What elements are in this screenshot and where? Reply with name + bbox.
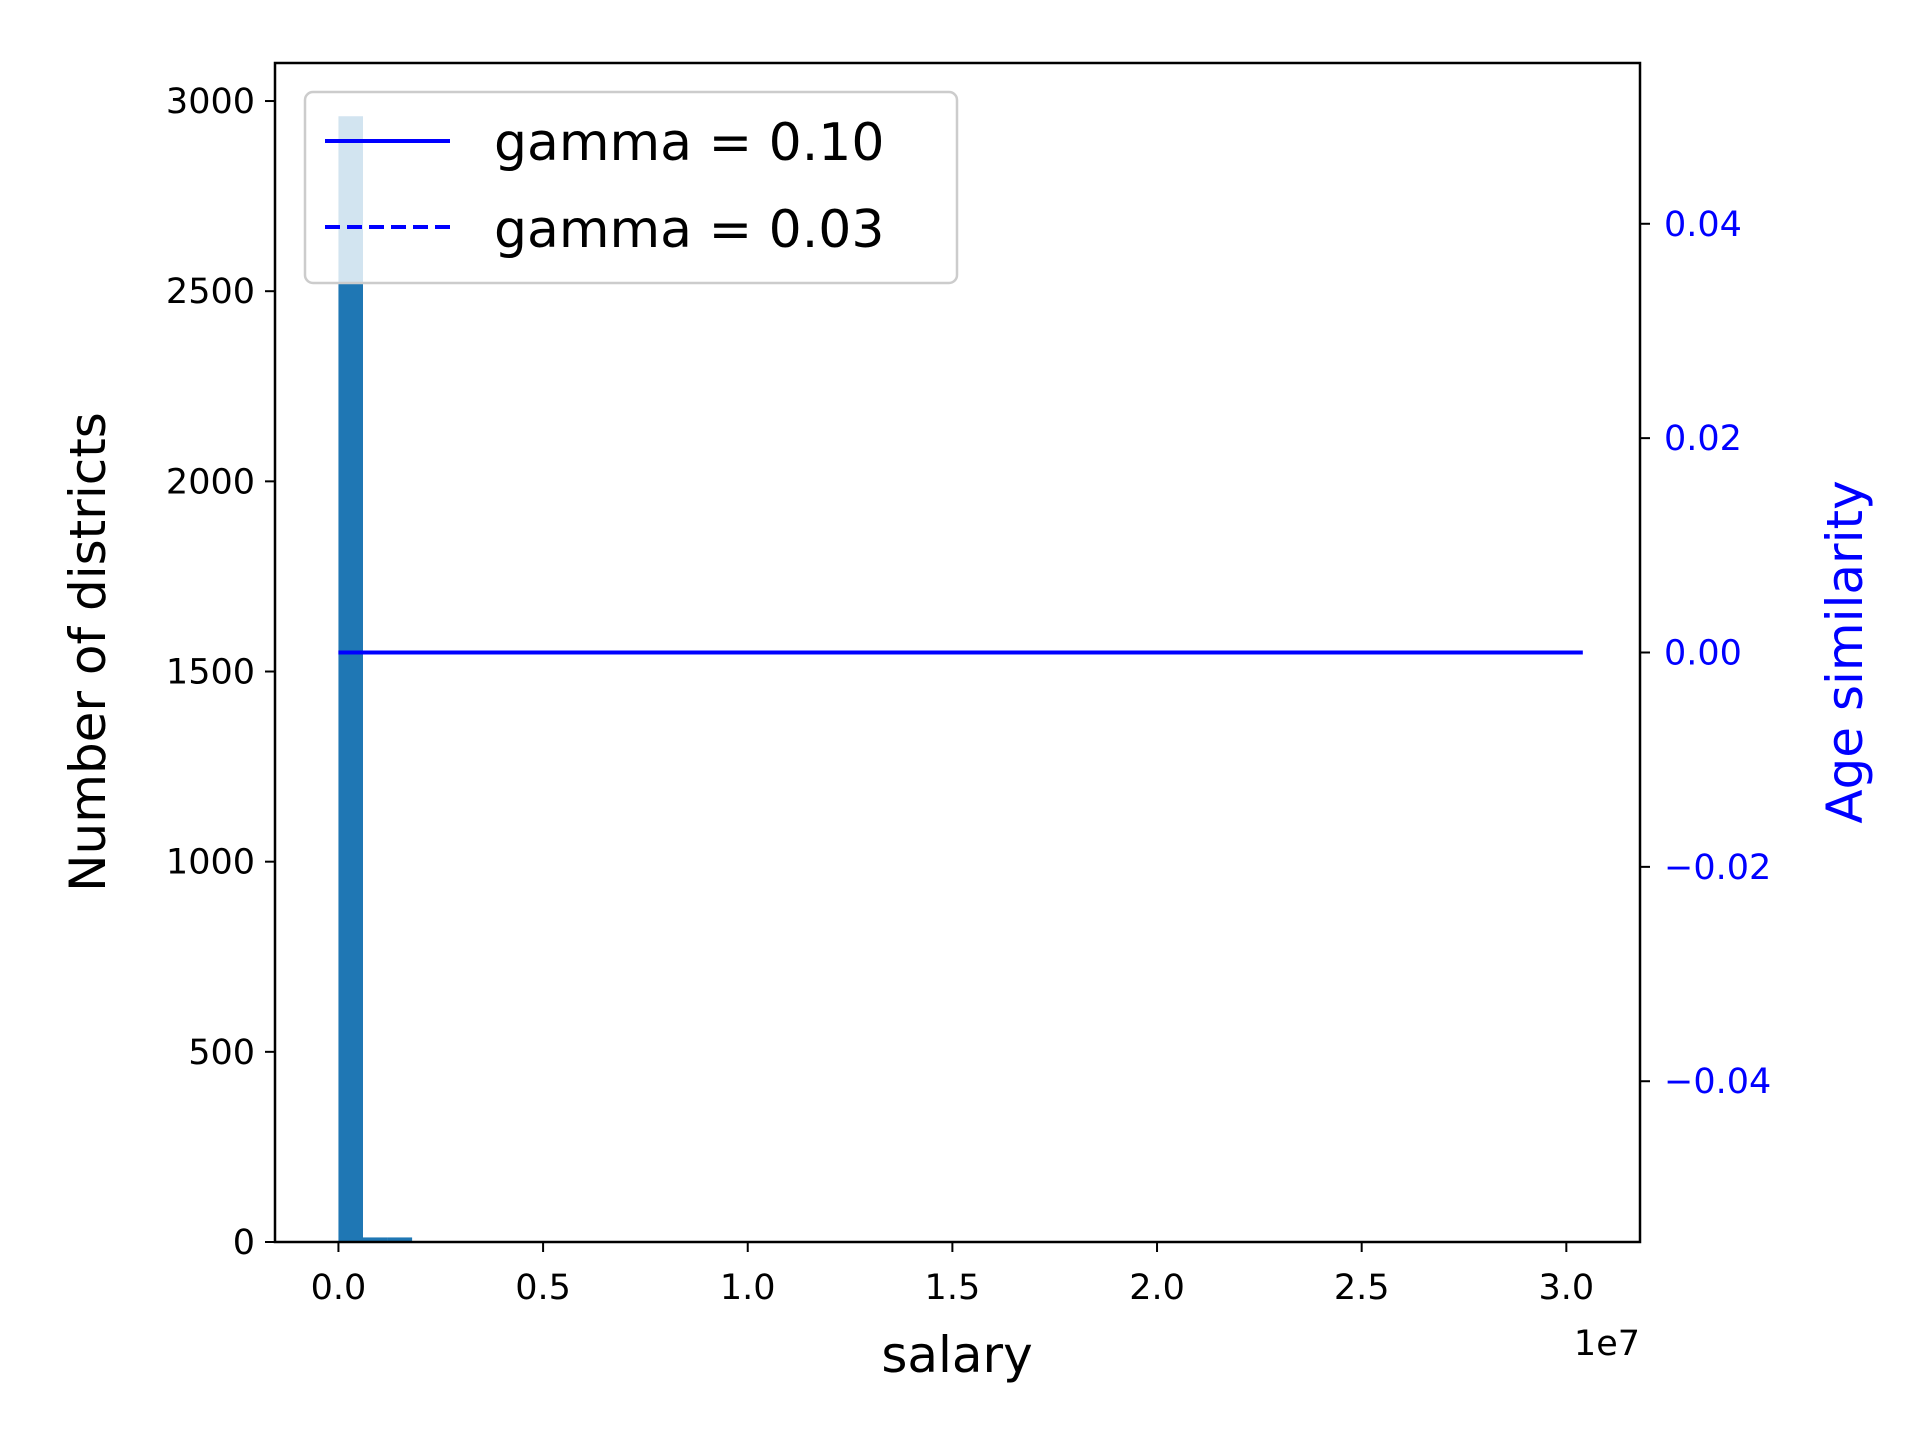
y2-tick-label: 0.04: [1664, 205, 1742, 245]
histogram-bars: [338, 116, 413, 1243]
y2-tick-label: −0.02: [1664, 848, 1771, 888]
y2-tick-label: 0.02: [1664, 419, 1742, 459]
legend-label-gamma-010: gamma = 0.10: [494, 113, 884, 173]
histogram-bar: [338, 116, 363, 1243]
y2-axis-title: Age similarity: [1816, 480, 1874, 823]
y-tick-label: 2500: [166, 272, 255, 312]
histogram-bar: [387, 1237, 413, 1242]
y-tick-label: 1000: [166, 843, 255, 883]
y-tick-label: 0: [233, 1223, 255, 1263]
x-tick-label: 3.0: [1538, 1268, 1594, 1308]
x-tick-label: 0.0: [311, 1268, 367, 1308]
y2-tick-label: −0.04: [1664, 1062, 1771, 1102]
y-tick-label: 2000: [166, 462, 255, 502]
y-axis-title: Number of districts: [59, 412, 117, 892]
histogram-bar: [362, 1237, 388, 1242]
x-tick-label: 2.5: [1334, 1268, 1390, 1308]
x-tick-label: 2.0: [1129, 1268, 1185, 1308]
legend-box: [303, 90, 959, 285]
x-tick-label: 1.0: [720, 1268, 776, 1308]
legend-label-gamma-003: gamma = 0.03: [494, 200, 884, 260]
x-tick-label: 0.5: [515, 1268, 571, 1308]
axis-ticks: 0.0 0.5 1.0 1.5 2.0 2.5 3.0 0 500 1000 1500 2000 250…: [166, 82, 1771, 1308]
y-tick-label: 3000: [166, 82, 255, 122]
y-tick-label: 500: [188, 1033, 255, 1073]
legend: gamma = 0.10 gamma = 0.03: [303, 90, 959, 285]
x-axis-offset-label: 1e7: [1574, 1324, 1640, 1364]
x-tick-label: 1.5: [925, 1268, 981, 1308]
y-tick-label: 1500: [166, 653, 255, 693]
y2-tick-label: 0.00: [1664, 634, 1742, 674]
x-axis-title: salary: [881, 1326, 1032, 1384]
